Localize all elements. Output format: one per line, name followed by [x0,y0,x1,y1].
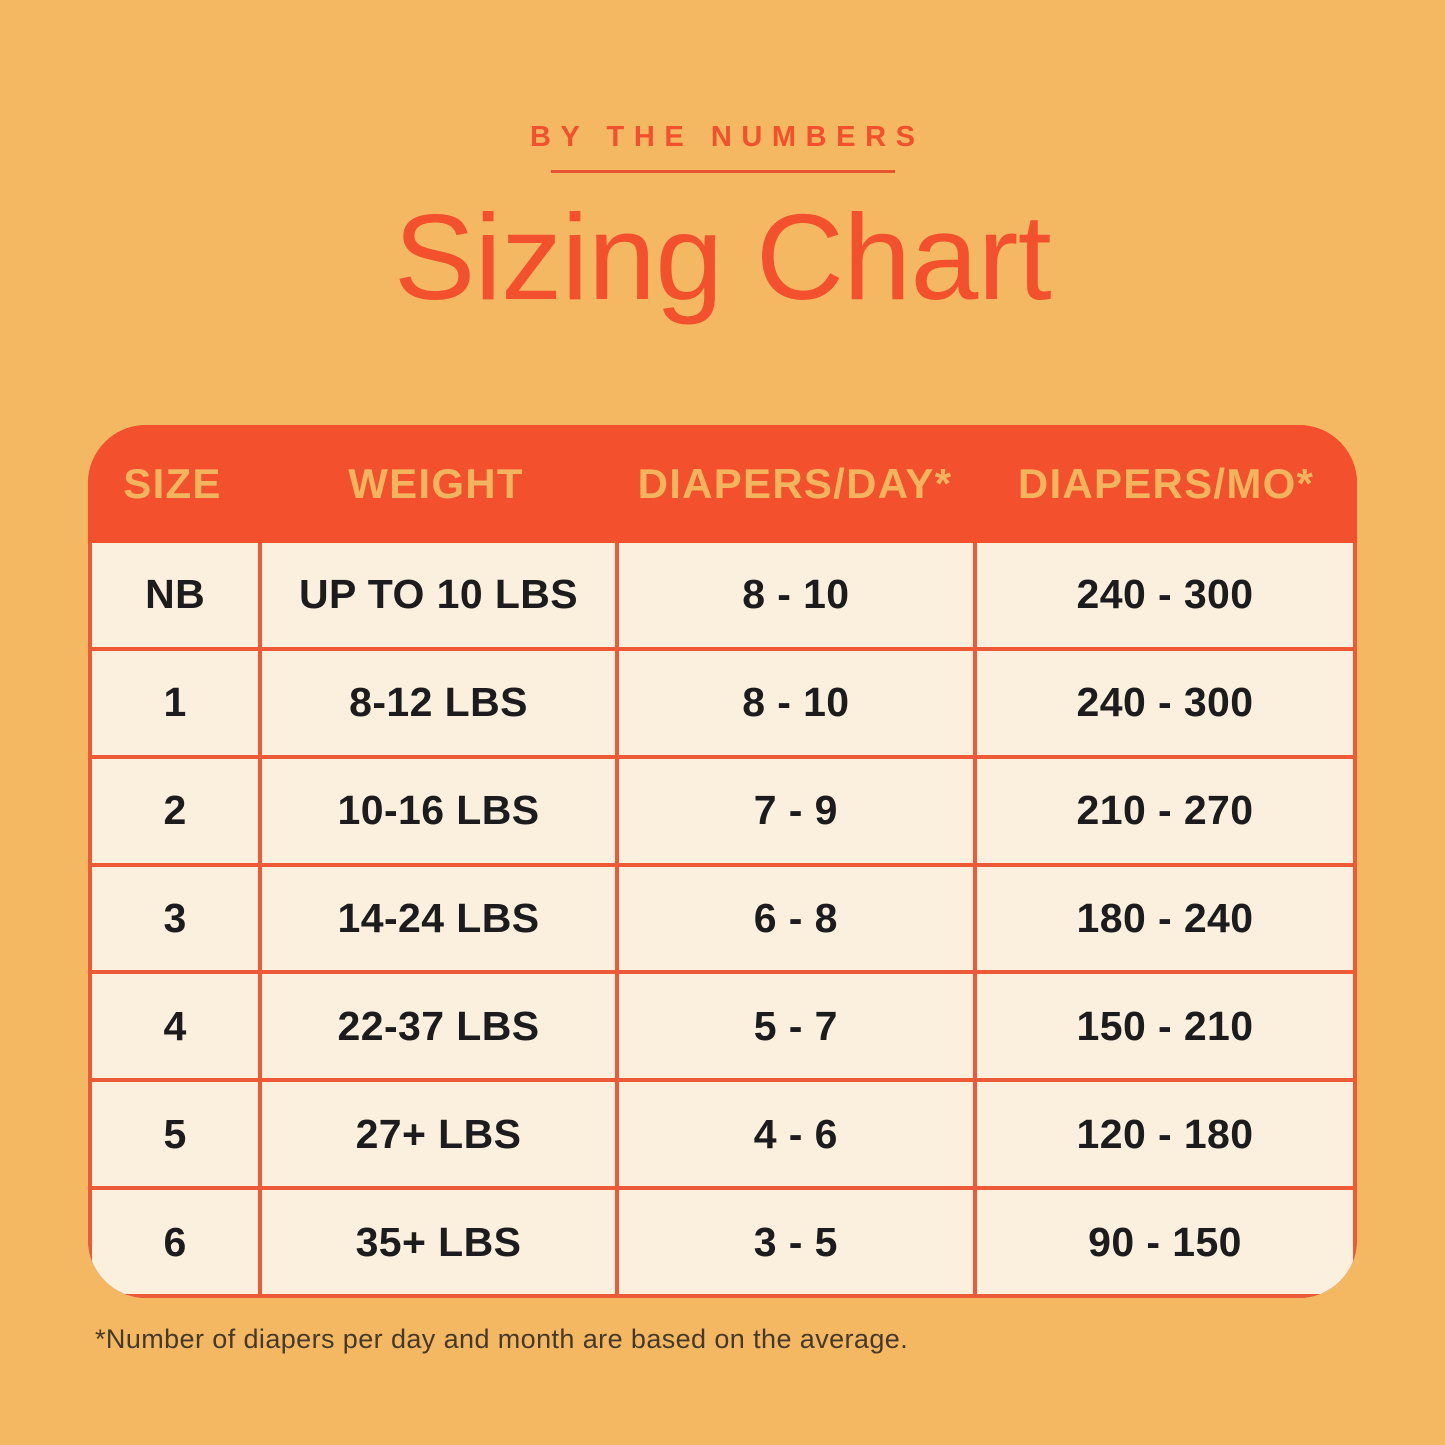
table-cell: 6 [92,1190,259,1294]
table-cell: 3 [92,866,259,971]
footnote-text: *Number of diapers per day and month are… [95,1324,909,1354]
column-header: SIZE [123,460,222,507]
table-cell: 3 - 5 [618,1190,974,1294]
column-header: DIAPERS/MO* [1017,460,1315,507]
table-cell: 2 [92,758,259,863]
table-cell: 27+ LBS [262,1082,615,1187]
table-cell: 180 - 240 [977,866,1353,971]
table-cell: 22-37 LBS [262,974,615,1079]
table-cell: 120 - 180 [977,1082,1353,1187]
table-cell: UP TO 10 LBS [262,543,615,647]
table-cell: 240 - 300 [977,543,1353,647]
eyebrow-label: BY THE NUMBERS [530,121,925,153]
table-cell: 10-16 LBS [262,758,615,863]
table-cell: 4 [92,974,259,1079]
table-cell: 5 [92,1082,259,1187]
table-cell: 150 - 210 [977,974,1353,1079]
table-cell: 90 - 150 [977,1190,1353,1294]
table-cell: 4 - 6 [618,1082,974,1187]
column-header: WEIGHT [348,460,524,507]
table-cell: 35+ LBS [262,1190,615,1294]
table-cell: 6 - 8 [618,866,974,971]
table-header-row: SIZE WEIGHT DIAPERS/DAY* DIAPERS/MO* [88,425,1357,543]
table-cell: NB [92,543,259,647]
column-header: DIAPERS/DAY* [637,460,953,507]
table-cell: 14-24 LBS [262,866,615,971]
table-cell: 5 - 7 [618,974,974,1079]
table-body: NB UP TO 10 LBS 8 - 10 240 - 300 1 8-12 LBS 8 … [88,543,1357,1298]
sizing-table: SIZE WEIGHT DIAPERS/DAY* DIAPERS/MO* NB UP T… [88,425,1357,1298]
table-cell: 8 - 10 [618,543,974,647]
page-title: Sizing Chart [393,189,1052,325]
table-cell: 240 - 300 [977,650,1353,755]
table-cell: 8 - 10 [618,650,974,755]
table-cell: 210 - 270 [977,758,1353,863]
eyebrow-underline [550,170,895,173]
table-cell: 8-12 LBS [262,650,615,755]
table-cell: 7 - 9 [618,758,974,863]
table-cell: 1 [92,650,259,755]
